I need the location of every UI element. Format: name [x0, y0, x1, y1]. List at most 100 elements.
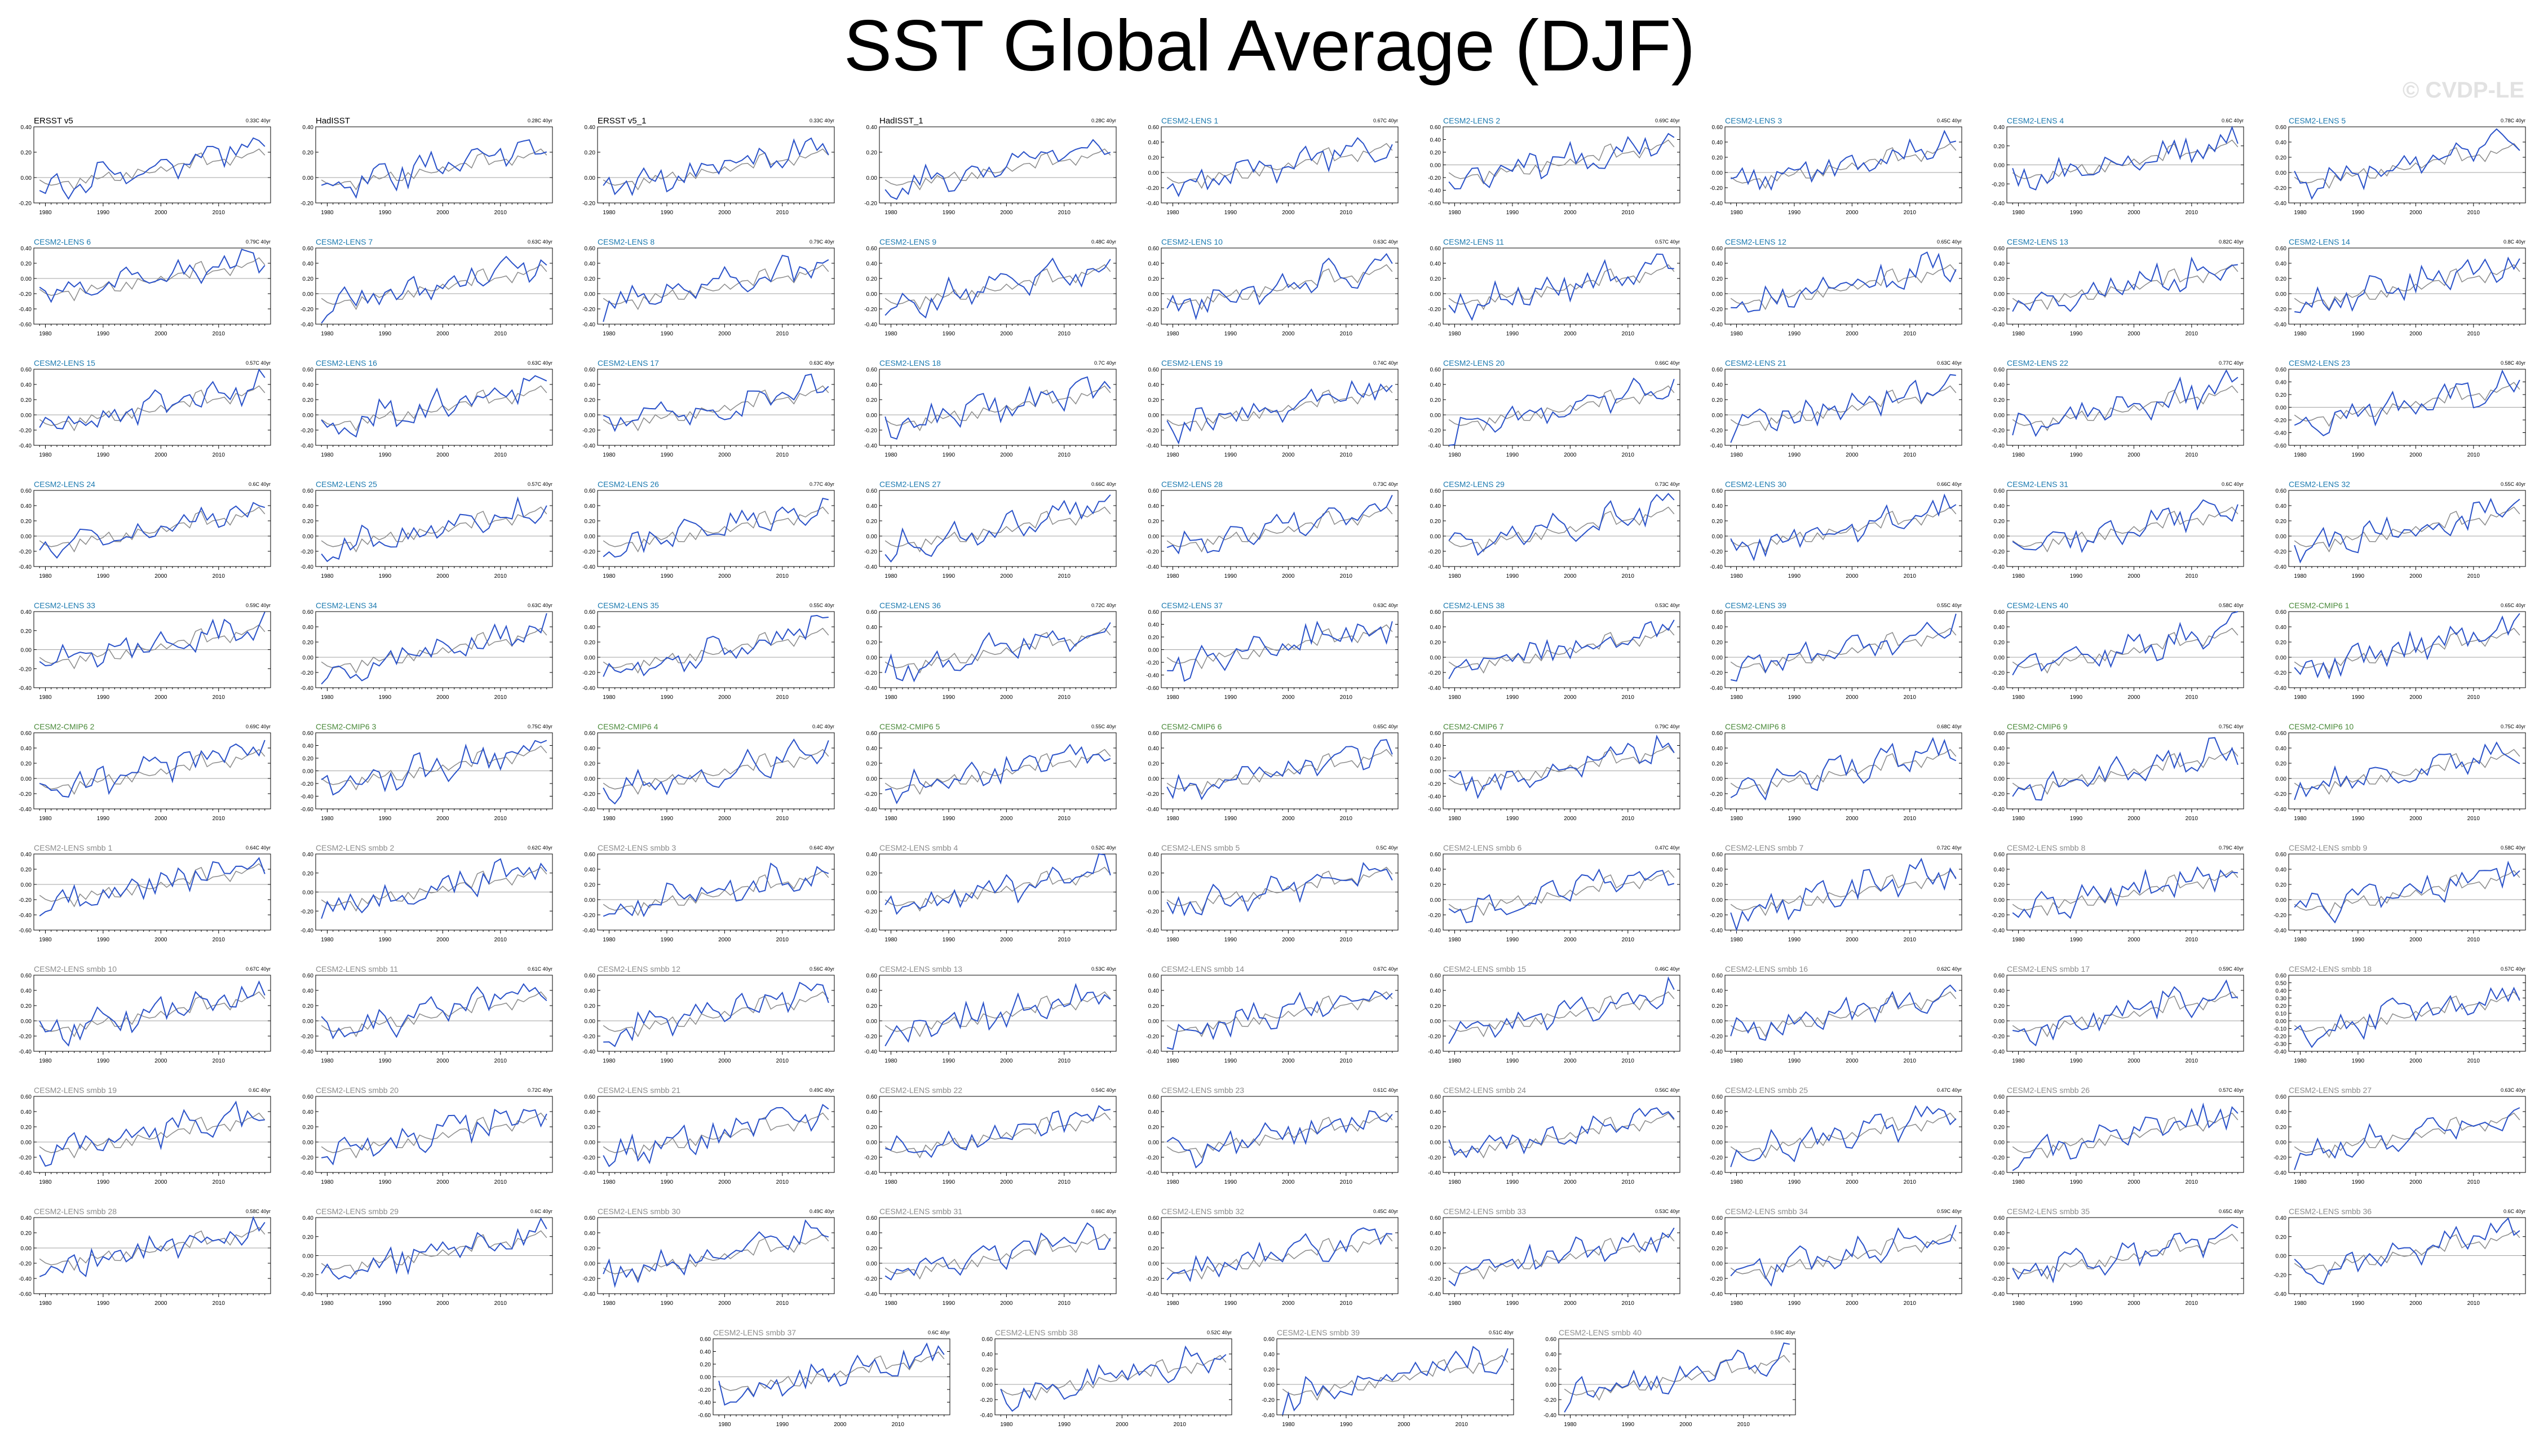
x-tick-label: 2010 [776, 816, 789, 822]
panel-title: CESM2-LENS smbb 9 [2289, 843, 2367, 852]
y-tick-label: 0.20 [303, 397, 314, 404]
panel-title: CESM2-CMIP6 1 [2289, 601, 2350, 610]
y-tick-label: 0.00 [1430, 163, 1441, 169]
x-tick-label: 1990 [379, 1058, 392, 1064]
y-tick-label: -0.20 [19, 791, 32, 798]
panel-title: CESM2-LENS 21 [1725, 359, 1786, 368]
panel-title: CESM2-LENS smbb 2 [316, 843, 394, 852]
x-tick-label: 2000 [718, 816, 731, 822]
panel-trend: 0.79C 40yr [2219, 845, 2244, 851]
x-tick-label: 1980 [884, 937, 897, 943]
x-tick-label: 2010 [776, 210, 789, 216]
obs-series-line [1730, 385, 1957, 432]
y-tick-label: 0.00 [866, 655, 878, 661]
x-tick-label: 2010 [213, 816, 225, 822]
panel-title: CESM2-LENS 18 [879, 359, 941, 368]
y-tick-label: 0.00 [1430, 291, 1441, 298]
x-tick-label: 1980 [1166, 452, 1179, 458]
model-series-line [2012, 125, 2239, 191]
y-tick-label: 0.60 [21, 1094, 32, 1100]
panel: CESM2-LENS smbb 1 0.64C 40yr 0.40 0.20 0.00 -… [19, 843, 271, 943]
y-tick-label: 0.40 [2276, 625, 2287, 631]
y-tick-label: 0.40 [585, 867, 596, 873]
y-tick-label: -0.40 [300, 685, 313, 692]
x-tick-label: 1990 [1506, 816, 1519, 822]
obs-series-line [603, 506, 829, 553]
x-tick-label: 2010 [494, 937, 507, 943]
x-tick-label: 1990 [379, 331, 392, 337]
panel-trend: 0.63C 40yr [528, 360, 552, 366]
x-tick-label: 2010 [1058, 331, 1071, 337]
y-tick-label: -0.20 [864, 670, 877, 676]
y-tick-label: -0.20 [864, 1034, 877, 1040]
y-tick-label: 0.00 [1712, 1019, 1723, 1025]
panel-trend: 0.67C 40yr [1373, 966, 1398, 972]
x-tick-label: 1990 [2352, 937, 2365, 943]
obs-series-line [2294, 143, 2520, 189]
y-tick-label: 0.20 [1994, 144, 2005, 150]
panel-trend: 0.52C 40yr [1091, 845, 1116, 851]
y-tick-label: 0.60 [2276, 609, 2287, 616]
y-tick-label: -0.20 [1146, 909, 1159, 915]
y-tick-label: 0.60 [585, 246, 596, 252]
x-tick-label: 2000 [1846, 816, 1859, 822]
x-tick-label: 1980 [2012, 331, 2025, 337]
y-tick-label: 0.60 [2276, 973, 2287, 979]
panel-title: CESM2-LENS 3 [1725, 116, 1782, 125]
model-series-line [1167, 621, 1393, 682]
panel-title: CESM2-LENS 27 [879, 480, 941, 489]
obs-series-line [2294, 264, 2520, 311]
plot-frame [2006, 975, 2244, 1052]
x-tick-label: 2000 [1000, 816, 1013, 822]
panel-trend: 0.33C 40yr [246, 118, 271, 123]
obs-series-line [39, 863, 266, 908]
y-tick-label: 0.20 [2276, 276, 2287, 282]
y-tick-label: -0.40 [300, 794, 313, 800]
obs-series-line [321, 866, 547, 912]
panel-title: CESM2-LENS 28 [1161, 480, 1223, 489]
x-tick-label: 2000 [2409, 937, 2422, 943]
y-tick-label: 0.00 [1994, 413, 2005, 419]
panel-title: CESM2-LENS 35 [598, 601, 659, 610]
x-tick-label: 1990 [943, 694, 956, 701]
y-tick-label: 0.20 [1430, 150, 1441, 156]
obs-series-line [884, 749, 1111, 795]
model-series-line [321, 139, 547, 199]
y-tick-label: 0.00 [1712, 534, 1723, 540]
x-tick-label: 2000 [1282, 452, 1295, 458]
x-tick-label: 2010 [1622, 816, 1635, 822]
x-tick-label: 1990 [1506, 1058, 1519, 1064]
plot-frame [1161, 247, 1399, 325]
panel-trend: 0.62C 40yr [1937, 966, 1962, 972]
model-series-line [603, 254, 829, 322]
x-tick-label: 2010 [2186, 816, 2199, 822]
obs-series-line [603, 148, 829, 191]
model-series-line [2294, 613, 2520, 680]
y-tick-label: 0.20 [866, 519, 878, 525]
model-series-line [2012, 256, 2238, 312]
x-tick-label: 2010 [2186, 937, 2199, 943]
plot-frame [2006, 853, 2244, 931]
y-tick-label: -0.40 [1428, 443, 1441, 449]
panel: CESM2-LENS 4 0.6C 40yr 0.40 0.20 0.00 -0.20 -0… [1992, 116, 2244, 216]
model-series-line [1448, 493, 1675, 556]
plot-frame [1161, 732, 1399, 809]
y-tick-label: -0.20 [1146, 428, 1159, 434]
x-tick-label: 1990 [1788, 573, 1801, 579]
y-tick-label: 0.40 [866, 988, 878, 994]
plot-frame [1724, 247, 1962, 325]
y-tick-label: 0.60 [1430, 973, 1441, 979]
x-tick-label: 2000 [1564, 1058, 1577, 1064]
panel: CESM2-LENS 37 0.63C 40yr 0.60 0.40 0.20 0.00 -… [1146, 601, 1399, 701]
panel-title: CESM2-LENS 11 [1443, 237, 1504, 246]
y-tick-label: 0.20 [303, 756, 314, 762]
y-tick-label: -0.20 [300, 670, 313, 676]
y-tick-label: 0.40 [2276, 380, 2287, 386]
y-tick-label: 0.40 [866, 125, 878, 131]
y-tick-label: 0.60 [1148, 125, 1160, 131]
plot-frame [1443, 975, 1680, 1052]
obs-series-line [2012, 139, 2239, 185]
x-tick-label: 1990 [97, 210, 110, 216]
y-tick-label: 0.60 [866, 609, 878, 616]
model-series-line [1730, 984, 1957, 1041]
